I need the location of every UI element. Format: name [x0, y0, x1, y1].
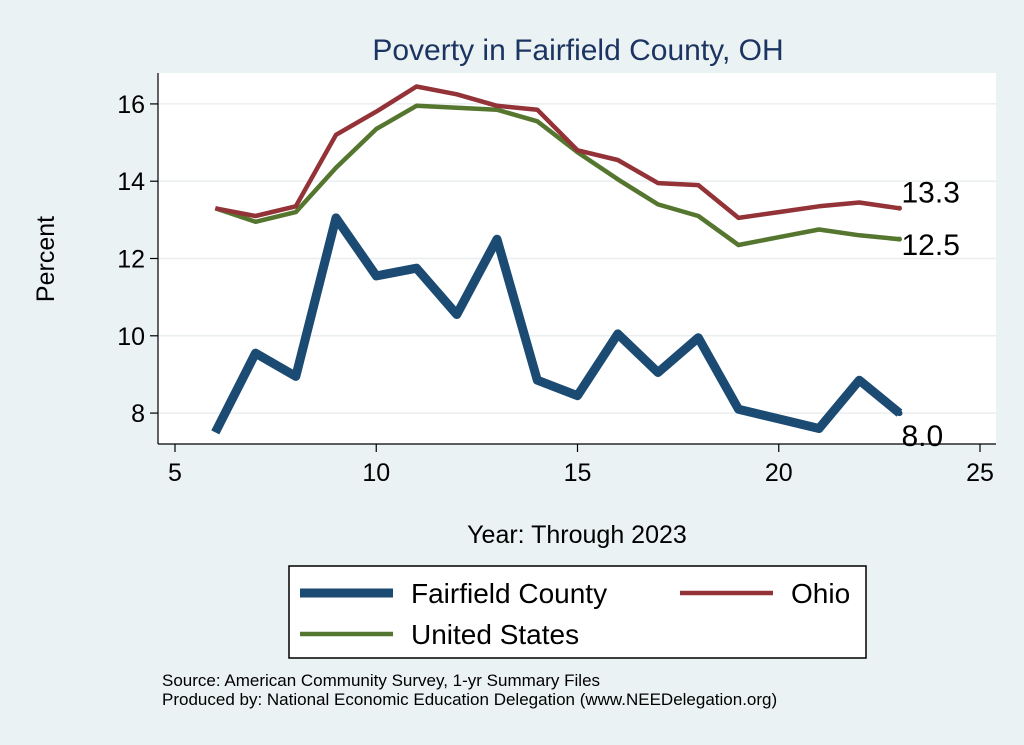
series-lines [211, 84, 903, 435]
legend: Fairfield County Ohio United States [288, 565, 867, 659]
end-point-united-states [897, 236, 902, 242]
chart-title: Poverty in Fairfield County, OH [372, 34, 783, 67]
series-line-fairfield-county [211, 213, 903, 435]
end-point-ohio [897, 205, 902, 211]
end-label-ohio: 13.3 [902, 176, 960, 209]
legend-box [288, 565, 867, 659]
x-axis-label: Year: Through 2023 [467, 521, 687, 549]
end-point-fairfield-county [896, 410, 903, 417]
y-tick-label: 16 [117, 91, 145, 119]
x-tick-label: 10 [362, 459, 390, 487]
legend-label-fairfield-county: Fairfield County [411, 578, 607, 609]
x-axis-ticks: 5 10 15 20 25 [168, 444, 994, 487]
end-label-united-states: 12.5 [902, 229, 960, 262]
x-tick-label: 20 [765, 459, 793, 487]
series-line-united-states [214, 103, 900, 248]
end-labels: 8.0 13.3 12.5 [902, 176, 960, 453]
y-axis-label: Percent [32, 216, 60, 302]
source-note: Source: American Community Survey, 1-yr … [162, 671, 601, 690]
series-line-ohio [214, 84, 900, 221]
x-tick-label: 15 [564, 459, 592, 487]
legend-label-united-states: United States [411, 619, 579, 650]
legend-label-ohio: Ohio [791, 578, 850, 609]
y-tick-label: 8 [131, 400, 145, 428]
grid-lines [158, 103, 996, 414]
y-tick-label: 12 [117, 246, 145, 274]
x-tick-label: 25 [966, 459, 994, 487]
y-tick-label: 14 [117, 168, 145, 196]
x-tick-label: 5 [168, 459, 182, 487]
end-label-fairfield-county: 8.0 [902, 420, 944, 453]
y-axis-ticks: 8 10 12 14 16 [117, 91, 158, 428]
producer-note: Produced by: National Economic Education… [162, 690, 778, 709]
y-tick-label: 10 [117, 323, 145, 351]
